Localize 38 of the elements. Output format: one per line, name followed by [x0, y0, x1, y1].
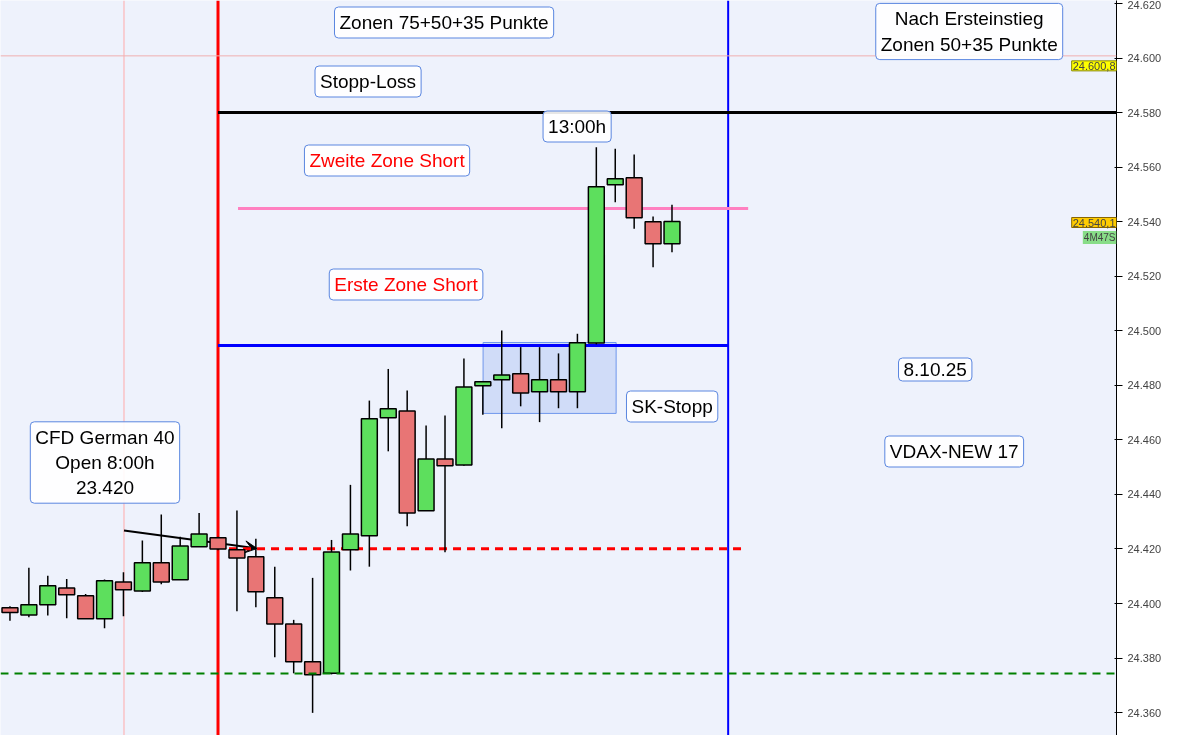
candlestick [493, 329, 511, 429]
annotation: 13:00h [548, 116, 607, 137]
candlestick [58, 578, 76, 619]
y-tick-label: 24.600 [1127, 52, 1162, 65]
ref-line-label: 24.600,8 [1072, 59, 1116, 72]
y-tick-label: 24.400 [1127, 597, 1162, 610]
candlestick [341, 484, 360, 572]
annotation: CFD German 40 Open 8:00h 23.420 [35, 426, 175, 499]
annotation: VDAX-NEW 17 [889, 441, 1019, 462]
candlestick [114, 571, 133, 618]
y-tick-label: 24.520 [1127, 270, 1162, 283]
candlestick [549, 352, 568, 409]
y-tick-label: 24.580 [1127, 106, 1162, 119]
candlestick [530, 346, 549, 423]
y-tick-label: 24.540 [1127, 215, 1162, 228]
y-tick-label: 24.560 [1127, 161, 1162, 174]
annotation: 8.10.25 [903, 359, 967, 380]
candlestick [303, 577, 322, 714]
annotation: Zweite Zone Short [309, 150, 466, 171]
y-tick-label: 24.480 [1127, 379, 1162, 392]
y-tick-label: 24.460 [1127, 433, 1162, 446]
annotation: Zonen 75+50+35 Punkte [339, 12, 549, 33]
y-tick-label: 24.420 [1127, 542, 1162, 555]
annotation: Stopp-Loss [320, 71, 417, 92]
candlestick [76, 593, 95, 620]
y-tick-label: 24.380 [1127, 652, 1162, 665]
annotation: SK-Stopp [631, 396, 713, 417]
annotation: Erste Zone Short [334, 274, 479, 295]
candlestick [511, 346, 530, 408]
y-tick-label: 24.440 [1127, 488, 1162, 501]
candlestick [474, 380, 492, 416]
y-tick-label: 24.500 [1127, 324, 1162, 337]
candlestick [39, 574, 57, 617]
annotation: 24.540,1 [1072, 216, 1116, 229]
y-tick-label: 24.360 [1127, 706, 1162, 719]
y-tick-label: 24.620 [1127, 0, 1162, 11]
annotation: Nach Ersteinstieg Zonen 50+35 Punkte [880, 8, 1058, 55]
annotation: 4M47S [1083, 232, 1116, 243]
